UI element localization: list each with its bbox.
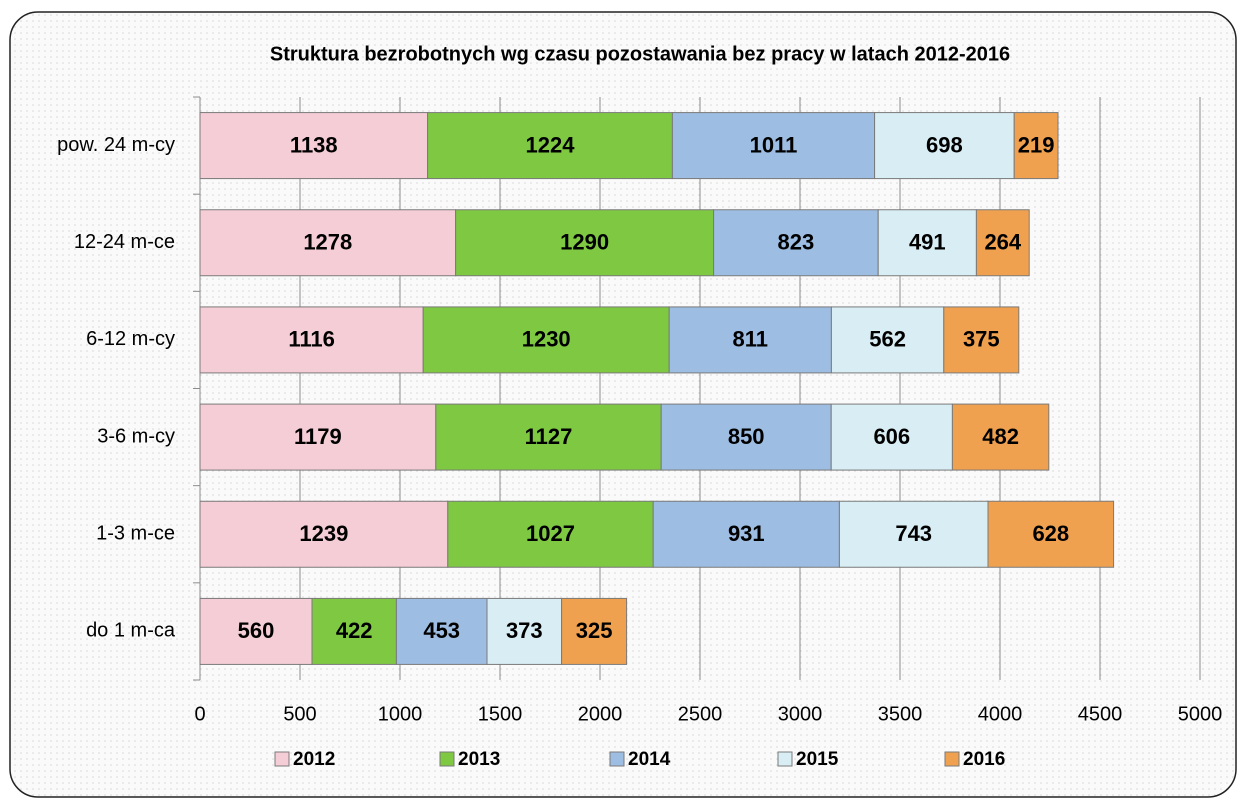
- bar-segment: [199, 403, 437, 471]
- data-label: 628: [1032, 521, 1069, 546]
- legend-label: 2013: [458, 749, 500, 770]
- bar-segment: [395, 597, 488, 665]
- bar-segment: [830, 306, 945, 374]
- data-label: 1027: [526, 521, 575, 546]
- data-label: 1138: [290, 132, 338, 157]
- data-label: 1290: [560, 230, 609, 255]
- x-tick-label: 4500: [1078, 703, 1123, 725]
- data-label: 823: [778, 230, 815, 255]
- data-label: 1224: [526, 132, 576, 157]
- bar-segment: [668, 306, 832, 374]
- data-label: 373: [506, 618, 543, 643]
- bar-segment: [1013, 112, 1059, 180]
- y-tick-label: 1-3 m-ce: [96, 523, 175, 545]
- bar-segment: [199, 209, 457, 277]
- x-tick-label: 500: [283, 703, 316, 725]
- bar-segment: [660, 403, 832, 471]
- legend-swatch: [609, 751, 625, 767]
- bar-segment: [435, 403, 662, 471]
- data-label: 560: [238, 618, 275, 643]
- data-label: 325: [576, 618, 613, 643]
- legend-swatch: [439, 751, 455, 767]
- data-label: 1230: [522, 327, 571, 352]
- data-label: 850: [728, 424, 765, 449]
- y-tick-label: 12-24 m-ce: [74, 231, 175, 253]
- x-tick-label: 1500: [478, 703, 523, 725]
- bar-segment: [877, 209, 977, 277]
- bar-segment: [951, 403, 1050, 471]
- bar-segment: [671, 112, 876, 180]
- bar-segment: [874, 112, 1015, 180]
- data-label: 1239: [299, 521, 348, 546]
- y-tick-label: 3-6 m-cy: [97, 425, 175, 447]
- data-label: 562: [869, 327, 906, 352]
- data-label: 219: [1018, 132, 1055, 157]
- data-label: 1127: [525, 424, 573, 449]
- bar-segment: [486, 597, 563, 665]
- legend-label: 2014: [628, 749, 671, 770]
- x-tick-label: 0: [194, 703, 205, 725]
- legend-swatch: [777, 751, 793, 767]
- data-label: 1116: [288, 327, 335, 352]
- data-label: 811: [733, 327, 769, 352]
- legend-label: 2012: [293, 749, 335, 770]
- data-label: 264: [984, 230, 1021, 255]
- data-label: 453: [423, 618, 460, 643]
- bar-segment: [311, 597, 397, 665]
- data-label: 491: [909, 230, 946, 255]
- x-tick-label: 4000: [978, 703, 1023, 725]
- legend-swatch: [274, 751, 290, 767]
- bar-segment: [561, 597, 628, 665]
- y-tick-label: 6-12 m-cy: [86, 328, 175, 350]
- data-label: 375: [963, 327, 1000, 352]
- x-tick-label: 5000: [1178, 703, 1223, 725]
- bar-segment: [975, 209, 1030, 277]
- chart-title: Struktura bezrobotnych wg czasu pozostaw…: [270, 43, 1010, 65]
- data-label: 1011: [750, 132, 798, 157]
- legend-label: 2016: [963, 749, 1005, 770]
- data-label: 1278: [303, 230, 352, 255]
- data-label: 931: [728, 521, 765, 546]
- x-tick-label: 3500: [878, 703, 923, 725]
- legend-swatch: [944, 751, 960, 767]
- bar-segment: [199, 597, 313, 665]
- bar-segment: [943, 306, 1020, 374]
- y-tick-label: do 1 m-ca: [86, 620, 176, 642]
- y-tick-label: pow. 24 m-cy: [57, 134, 175, 156]
- data-label: 422: [336, 618, 373, 643]
- bar-segment: [652, 500, 840, 568]
- bar-segment: [199, 306, 424, 374]
- x-tick-label: 1000: [378, 703, 423, 725]
- bar-segment: [427, 112, 673, 180]
- x-tick-label: 2500: [678, 703, 723, 725]
- data-label: 482: [982, 424, 1019, 449]
- bar-segment: [455, 209, 715, 277]
- data-label: 743: [895, 521, 932, 546]
- data-label: 1179: [294, 424, 342, 449]
- data-label: 606: [873, 424, 910, 449]
- legend-label: 2015: [796, 749, 839, 770]
- x-tick-label: 3000: [778, 703, 823, 725]
- bar-segment: [447, 500, 654, 568]
- data-label: 698: [926, 132, 963, 157]
- bar-segment: [987, 500, 1115, 568]
- bar-segment: [199, 500, 449, 568]
- x-tick-label: 2000: [578, 703, 623, 725]
- bar-segment: [713, 209, 879, 277]
- bar-segment: [830, 403, 953, 471]
